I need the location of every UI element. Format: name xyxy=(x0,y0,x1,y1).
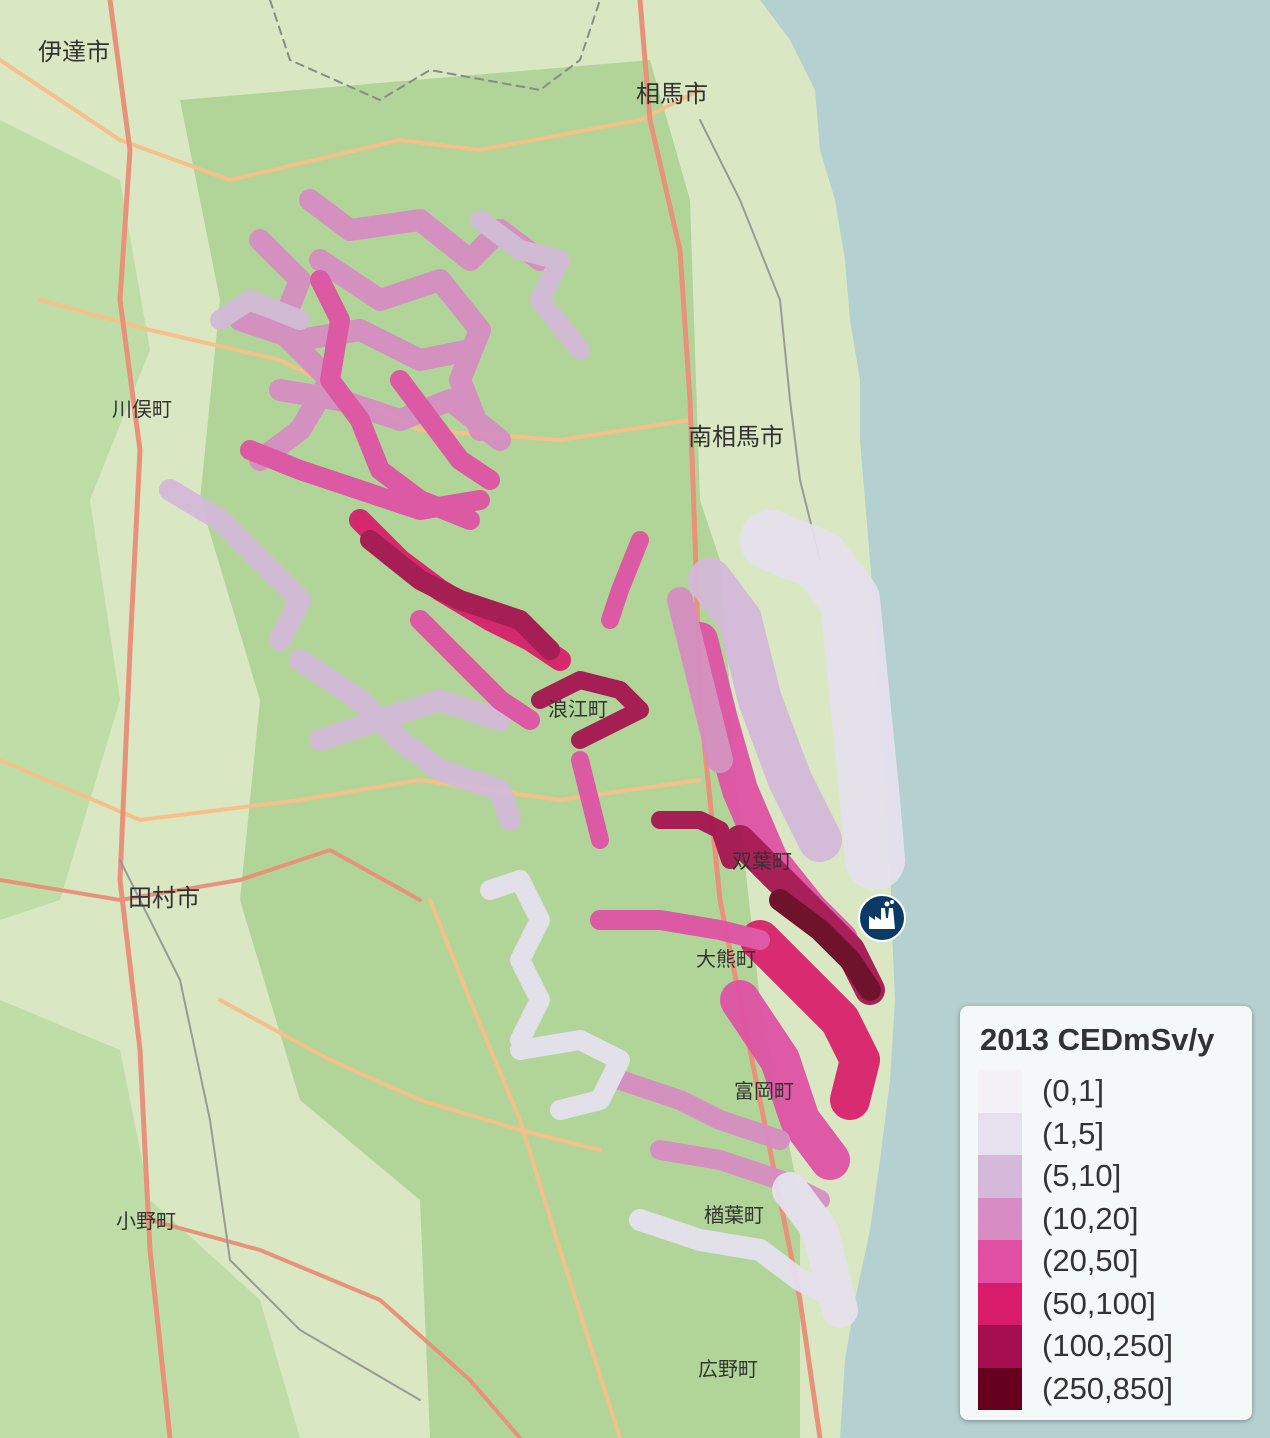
place-label: 田村市 xyxy=(128,884,200,912)
legend-label: (1,5] xyxy=(1042,1115,1105,1151)
legend-label: (5,10] xyxy=(1042,1158,1122,1194)
legend-item: (1,5] xyxy=(978,1112,1234,1155)
legend-label: (50,100] xyxy=(1042,1285,1156,1321)
nuclear-plant-icon[interactable] xyxy=(858,894,906,942)
place-label: 浪江町 xyxy=(548,697,608,721)
legend-swatch xyxy=(978,1367,1022,1410)
legend-label: (20,50] xyxy=(1042,1243,1139,1279)
legend-label: (250,850] xyxy=(1042,1370,1173,1406)
legend-item: (100,250] xyxy=(978,1325,1234,1368)
legend-swatch xyxy=(978,1070,1022,1113)
legend-label: (0,1] xyxy=(1042,1073,1105,1109)
legend-swatch xyxy=(978,1155,1022,1198)
legend-item: (20,50] xyxy=(978,1240,1234,1283)
place-label: 大熊町 xyxy=(696,947,756,971)
place-label: 伊達市 xyxy=(38,38,110,66)
legend-swatch xyxy=(978,1325,1022,1368)
place-label: 相馬市 xyxy=(636,80,708,108)
place-label: 川俣町 xyxy=(112,397,172,421)
place-label: 楢葉町 xyxy=(704,1203,764,1227)
legend-swatch xyxy=(978,1197,1022,1240)
place-label: 富岡町 xyxy=(734,1079,794,1103)
legend-label: (100,250] xyxy=(1042,1328,1173,1364)
place-label: 双葉町 xyxy=(732,849,792,873)
legend-item: (50,100] xyxy=(978,1282,1234,1325)
place-label: 小野町 xyxy=(116,1209,176,1233)
place-label: 南相馬市 xyxy=(688,423,784,451)
place-label: 広野町 xyxy=(698,1357,758,1381)
legend-item: (10,20] xyxy=(978,1197,1234,1240)
legend-title: 2013 CEDmSv/y xyxy=(980,1022,1215,1057)
place-labels: 伊達市 相馬市 川俣町 南相馬市 浪江町 田村市 双葉町 大熊町 富岡町 小野町… xyxy=(38,38,794,1381)
legend-swatch xyxy=(978,1282,1022,1325)
legend-item: (5,10] xyxy=(978,1155,1234,1198)
legend-item: (0,1] xyxy=(978,1070,1234,1113)
dose-tracks xyxy=(159,189,905,1328)
map-legend: 2013 CEDmSv/y (0,1] (1,5] (5,10] (10,20]… xyxy=(960,1006,1252,1420)
legend-swatch xyxy=(978,1240,1022,1283)
legend-swatch xyxy=(978,1112,1022,1155)
legend-label: (10,20] xyxy=(1042,1200,1139,1236)
legend-item: (250,850] xyxy=(978,1367,1234,1410)
